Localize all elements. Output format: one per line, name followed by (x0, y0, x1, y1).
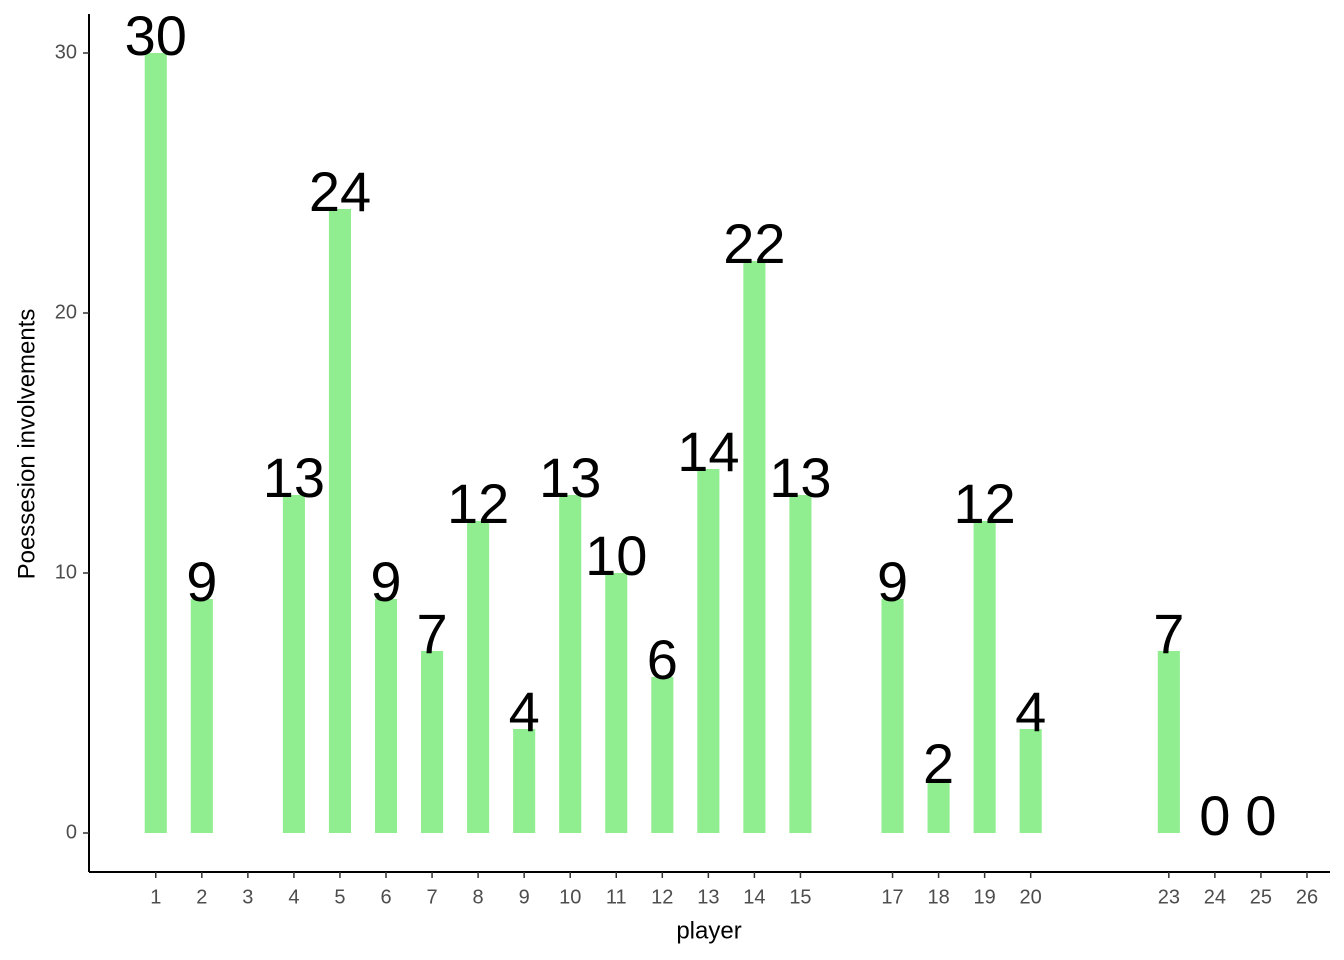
x-tick-label: 18 (927, 886, 949, 908)
x-tick-label: 3 (242, 886, 253, 908)
value-label: 7 (1153, 602, 1184, 665)
value-label: 0 (1199, 784, 1230, 847)
value-label: 10 (585, 524, 647, 587)
x-tick-label: 8 (473, 886, 484, 908)
bar (421, 651, 444, 833)
value-label: 6 (647, 628, 678, 691)
x-tick-label: 26 (1296, 886, 1318, 908)
value-label: 22 (723, 212, 785, 275)
y-axis-title: Poessesion involvements (13, 309, 40, 580)
bar (881, 599, 904, 833)
y-tick-label: 20 (55, 301, 77, 323)
value-label: 4 (1015, 680, 1046, 743)
bar (374, 599, 398, 833)
x-tick-label: 11 (606, 886, 627, 908)
x-tick-label: 25 (1250, 886, 1272, 908)
x-tick-label: 14 (743, 886, 765, 908)
value-label: 13 (539, 446, 601, 509)
bar (467, 521, 490, 833)
y-tick-label: 10 (55, 561, 77, 583)
bar (743, 261, 766, 833)
x-tick-label: 24 (1204, 886, 1226, 908)
bar (559, 495, 582, 833)
value-label: 12 (447, 472, 509, 535)
bar (605, 573, 628, 833)
bar (697, 469, 720, 833)
value-label: 9 (186, 550, 217, 613)
x-axis-title: player (676, 917, 741, 944)
bar (973, 521, 996, 833)
x-tick-label: 1 (150, 886, 161, 908)
x-tick-label: 20 (1020, 886, 1042, 908)
y-tick-label: 0 (66, 821, 77, 843)
bar (789, 495, 812, 833)
bar (513, 729, 536, 833)
x-tick-label: 10 (559, 886, 581, 908)
value-label: 30 (125, 4, 187, 67)
bar (190, 599, 213, 833)
x-tick-label: 19 (974, 886, 996, 908)
x-tick-label: 23 (1158, 886, 1180, 908)
x-tick-label: 6 (380, 886, 391, 908)
value-label: 9 (370, 550, 401, 613)
bar (1157, 651, 1180, 833)
bar (144, 53, 167, 833)
x-tick-label: 13 (697, 886, 719, 908)
value-label: 0 (1245, 784, 1276, 847)
x-tick-label: 15 (789, 886, 811, 908)
value-label: 4 (509, 680, 540, 743)
x-tick-label: 9 (519, 886, 530, 908)
value-label: 13 (263, 446, 325, 509)
x-tick-label: 17 (881, 886, 903, 908)
x-tick-label: 4 (288, 886, 299, 908)
bar (651, 677, 674, 833)
x-tick-label: 5 (334, 886, 345, 908)
bar (282, 495, 305, 833)
bar (328, 209, 352, 833)
x-tick-label: 7 (426, 886, 437, 908)
bar (1019, 729, 1042, 833)
value-label: 13 (769, 446, 831, 509)
value-label: 9 (877, 550, 908, 613)
value-label: 2 (923, 732, 954, 795)
bar (927, 781, 950, 833)
x-tick-label: 12 (651, 886, 673, 908)
value-label: 14 (677, 420, 739, 483)
x-tick-label: 2 (196, 886, 207, 908)
value-label: 7 (416, 602, 447, 665)
y-tick-label: 30 (55, 41, 77, 63)
value-label: 24 (309, 160, 371, 223)
value-label: 12 (953, 472, 1015, 535)
